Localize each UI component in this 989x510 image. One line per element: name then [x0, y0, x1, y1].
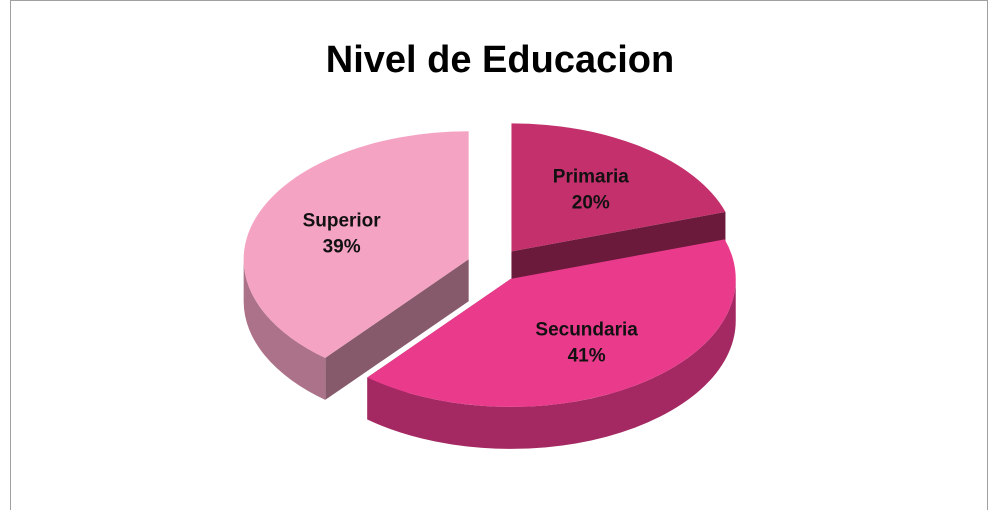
slice-top — [511, 123, 726, 252]
data-label-name: Primaria — [553, 166, 629, 187]
slice — [243, 131, 469, 400]
slice-side — [243, 259, 326, 400]
slice-side — [367, 278, 736, 449]
data-label-value: 39% — [323, 236, 361, 257]
slice — [367, 239, 736, 449]
slice-wall — [325, 259, 469, 400]
data-label-name: Superior — [303, 210, 382, 231]
data-label-value: 20% — [572, 192, 610, 213]
slice-top — [243, 131, 469, 358]
data-label-value: 41% — [568, 345, 606, 366]
data-label-name: Secundaria — [535, 319, 638, 340]
chart-title: Nivel de Educacion — [326, 39, 674, 81]
slice-top — [367, 239, 736, 407]
